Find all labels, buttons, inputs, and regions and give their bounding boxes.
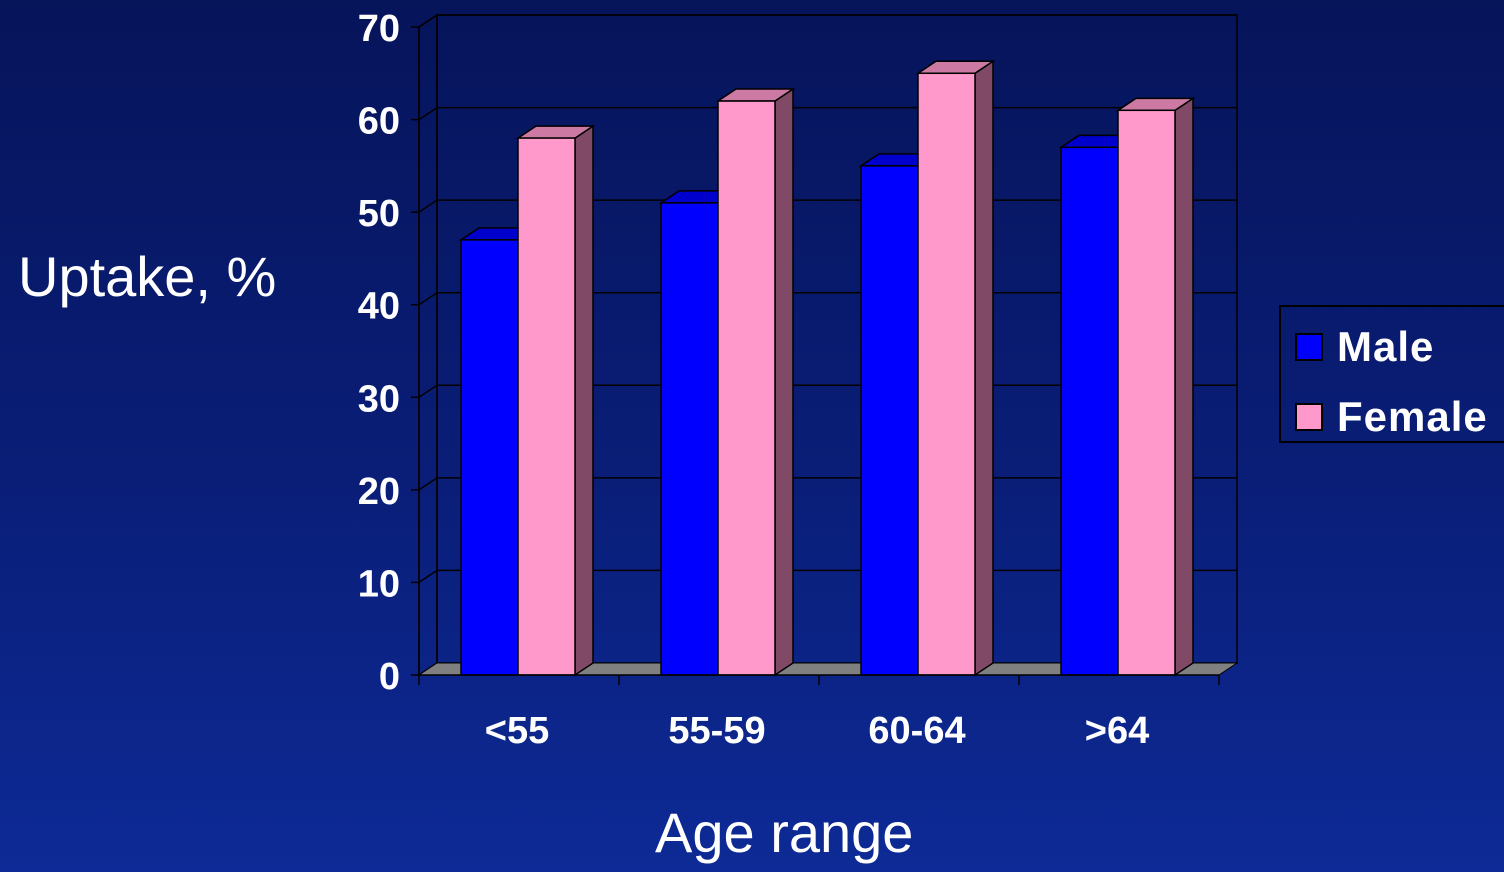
x-tick-label: >64 bbox=[1085, 710, 1149, 752]
gridline-side bbox=[418, 14, 438, 28]
bar-front bbox=[517, 137, 576, 676]
x-axis-title: Age range bbox=[655, 801, 914, 864]
bars bbox=[458, 59, 1196, 677]
bar-front bbox=[460, 239, 519, 676]
y-tick-label: 0 bbox=[379, 656, 400, 698]
gridline-side bbox=[418, 384, 438, 398]
gridline-side bbox=[418, 569, 438, 584]
bar-side bbox=[1174, 96, 1194, 677]
y-tick-label: 20 bbox=[358, 471, 400, 513]
x-tick-label: 55-59 bbox=[668, 710, 765, 752]
legend-label-male: Male bbox=[1337, 323, 1435, 370]
legend-swatch-male bbox=[1295, 333, 1323, 361]
legend-item-female: Female bbox=[1295, 393, 1488, 440]
y-tick-label: 50 bbox=[358, 193, 400, 235]
bar-front bbox=[717, 100, 776, 676]
x-axis-ticks: <55 55-59 60-64 >64 bbox=[418, 674, 1220, 752]
gridline-side bbox=[418, 477, 438, 491]
legend-swatch-female bbox=[1295, 403, 1323, 431]
bar-front bbox=[1060, 146, 1119, 676]
legend-label-female: Female bbox=[1337, 393, 1488, 440]
bar-female-2 bbox=[915, 59, 996, 677]
y-tick-label: 70 bbox=[358, 8, 400, 50]
bar-female-3 bbox=[1115, 96, 1196, 677]
bar-front bbox=[917, 72, 976, 676]
y-tick-label: 30 bbox=[358, 378, 400, 420]
bar-side bbox=[974, 59, 994, 677]
y-axis-ticks: 0 10 20 30 40 50 60 70 bbox=[358, 8, 420, 698]
y-tick-label: 10 bbox=[358, 563, 400, 605]
y-axis-title: Uptake, % bbox=[18, 245, 277, 308]
gridline-side bbox=[418, 199, 438, 213]
x-tick-label: <55 bbox=[485, 710, 549, 752]
gridline-side bbox=[418, 106, 438, 121]
bar-female-1 bbox=[715, 87, 796, 677]
bar-front bbox=[860, 165, 919, 676]
legend: Male Female bbox=[1279, 305, 1504, 443]
legend-item-male: Male bbox=[1295, 323, 1435, 370]
bar-side bbox=[574, 124, 594, 677]
bar-front bbox=[660, 202, 719, 676]
bar-female-0 bbox=[515, 124, 596, 677]
bar-front bbox=[1117, 109, 1176, 676]
bar-side bbox=[774, 87, 794, 677]
x-tick-label: 60-64 bbox=[868, 710, 965, 752]
y-tick-label: 60 bbox=[358, 101, 400, 143]
y-tick-label: 40 bbox=[358, 286, 400, 328]
gridline-side bbox=[418, 292, 438, 306]
